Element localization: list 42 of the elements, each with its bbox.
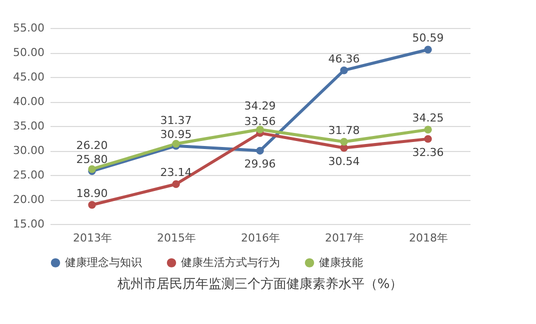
data-label: 34.29 (244, 99, 276, 112)
data-label: 29.96 (244, 158, 276, 171)
y-tick-label: 55.00 (13, 22, 44, 34)
point (256, 126, 264, 134)
point (424, 126, 432, 134)
data-label: 30.95 (160, 128, 192, 141)
x-tick-label: 2016年 (241, 232, 280, 244)
data-label: 23.14 (160, 166, 192, 180)
data-label: 25.80 (76, 153, 108, 166)
data-label: 50.59 (412, 32, 444, 45)
point (424, 135, 432, 143)
point (172, 180, 180, 188)
x-tick-label: 2017年 (325, 232, 364, 244)
point (256, 146, 264, 155)
y-tick-label: 35.00 (13, 120, 44, 132)
y-tick-label: 20.00 (13, 193, 44, 206)
y-tick-label: 25.00 (13, 168, 44, 182)
legend-label: 健康技能 (319, 256, 363, 269)
data-label: 46.36 (328, 52, 360, 66)
text: 杭州市居民历年监测三个方面健康素养水平（%） (116, 276, 403, 292)
y-tick-label: 50.00 (13, 46, 44, 59)
data-label: 32.36 (412, 146, 444, 159)
x-tick-label: 2013年 (73, 232, 112, 244)
data-label: 26.20 (76, 139, 108, 152)
point (340, 138, 348, 146)
point (424, 46, 432, 54)
point (340, 66, 348, 74)
data-label: 34.25 (412, 112, 444, 125)
point (88, 201, 96, 209)
y-tick-label: 45.00 (13, 70, 44, 84)
y-tick-label: 30.00 (13, 144, 44, 157)
data-label: 31.78 (328, 124, 360, 137)
data-label: 33.56 (244, 115, 276, 128)
data-label: 18.90 (76, 186, 108, 200)
y-tick-label: 40.00 (13, 95, 44, 108)
data-label: 31.37 (160, 114, 192, 127)
x-tick-label: 2018年 (409, 232, 448, 244)
y-tick-label: 15.00 (13, 218, 44, 230)
legend-label: 健康理念与知识 (65, 256, 142, 269)
legend-label: 健康生活方式与行为 (181, 256, 280, 269)
x-tick-label: 2015年 (157, 232, 196, 244)
data-label: 30.54 (328, 154, 360, 168)
